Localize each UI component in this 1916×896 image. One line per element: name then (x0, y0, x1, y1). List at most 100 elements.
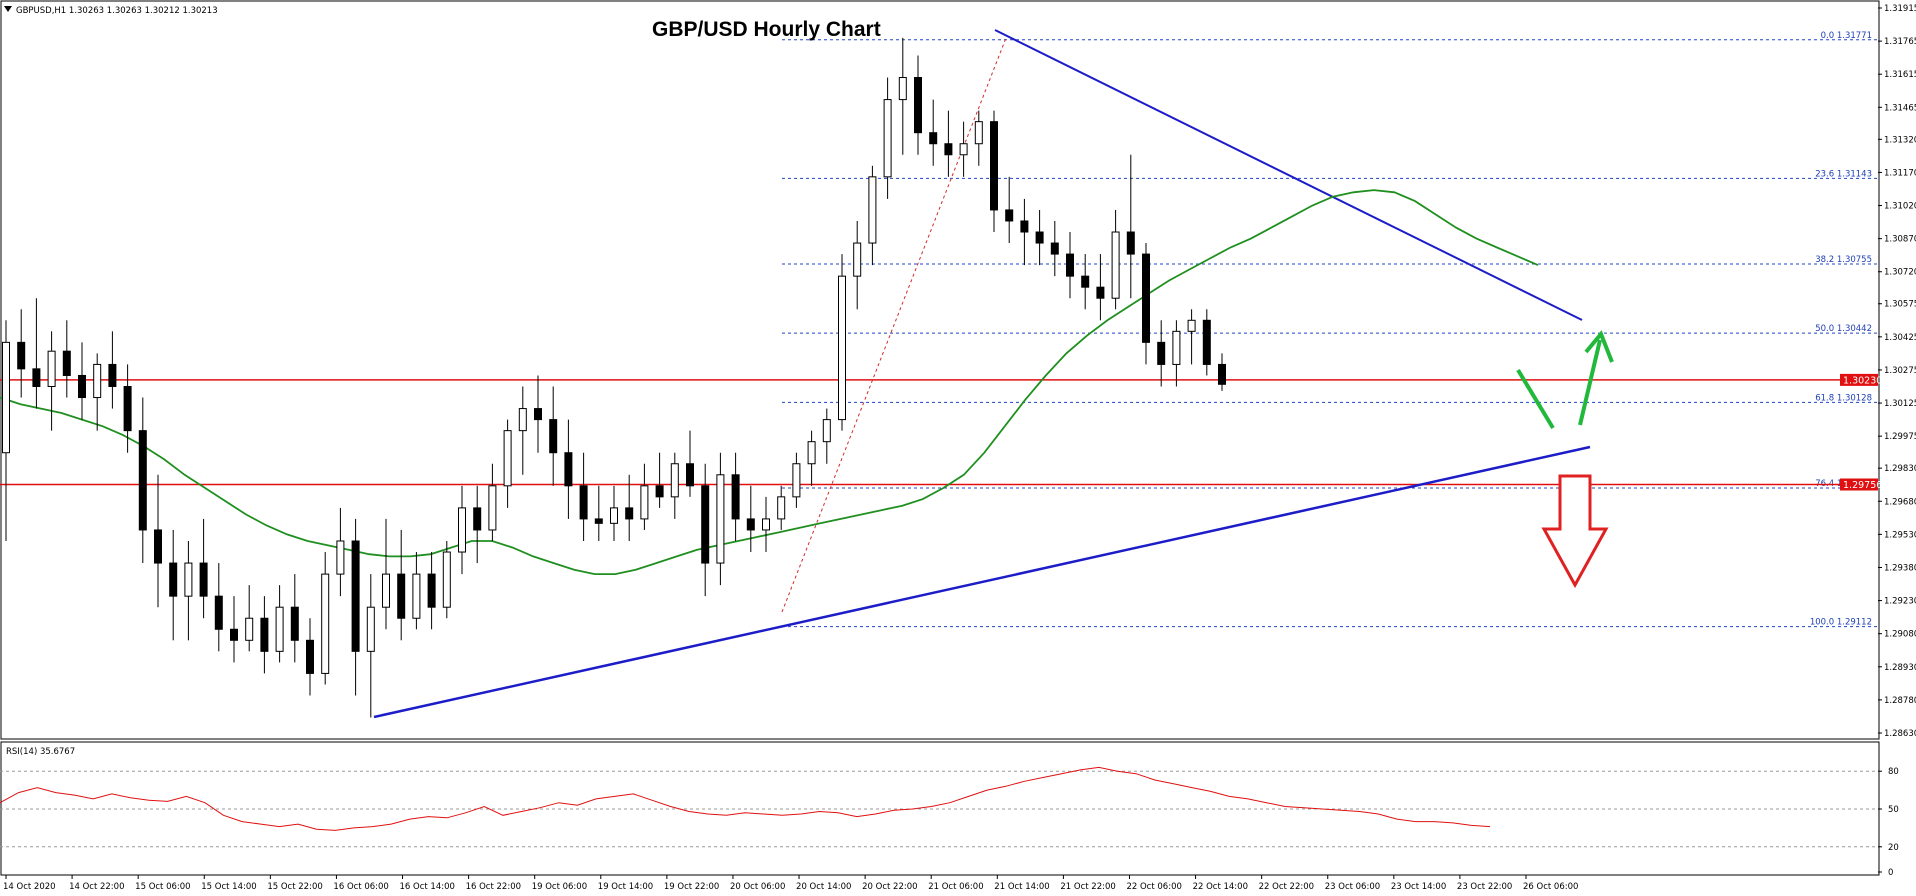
bearish-candle (549, 419, 558, 454)
bearish-candle (1035, 231, 1044, 244)
price-tick-label: 1.30275 (1884, 366, 1916, 376)
fib-level-label: 23.6 1.31143 (1815, 169, 1872, 179)
price-tick-label: 1.31915 (1884, 4, 1916, 14)
bearish-candle (701, 485, 710, 564)
fibonacci-swing-line (781, 37, 1007, 613)
price-tick-label: 1.30720 (1884, 268, 1916, 278)
time-tick-label: 21 Oct 06:00 (928, 882, 983, 892)
price-box-label: 1.29756 (1843, 480, 1882, 491)
price-box (1840, 373, 1878, 386)
bearish-candle (655, 485, 664, 498)
price-box-label: 1.30230 (1843, 375, 1882, 386)
bearish-candle (1202, 319, 1211, 365)
bearish-candle (397, 573, 406, 619)
time-tick-label: 20 Oct 06:00 (730, 882, 785, 892)
price-tick-label: 1.28630 (1884, 729, 1916, 739)
bearish-candle (1005, 209, 1014, 222)
time-tick-label: 15 Oct 06:00 (135, 882, 190, 892)
time-tick-label: 21 Oct 14:00 (994, 882, 1049, 892)
time-tick-label: 22 Oct 06:00 (1126, 882, 1181, 892)
price-tick-label: 1.30870 (1884, 235, 1916, 245)
price-tick-label: 1.29975 (1884, 432, 1916, 442)
bearish-candle (154, 529, 162, 564)
bullish-candle (336, 540, 345, 575)
fib-level-label: 38.2 1.30755 (1815, 255, 1872, 265)
descending-resistance-trendline (994, 29, 1583, 321)
bearish-candle (108, 363, 117, 388)
time-tick-label: 19 Oct 22:00 (664, 882, 719, 892)
time-tick-label: 21 Oct 22:00 (1060, 882, 1115, 892)
time-tick-label: 16 Oct 22:00 (466, 882, 521, 892)
price-tick-label: 1.30425 (1884, 333, 1916, 343)
time-tick-label: 16 Oct 06:00 (333, 882, 388, 892)
bearish-candle (1096, 286, 1105, 299)
candlesticks (2, 37, 1226, 718)
fib-level-label: 0.0 1.31771 (1821, 31, 1872, 41)
price-axis-ticks: 1.31915 1.31765 1.31615 1.31465 1.31320 1.311… (1878, 4, 1916, 739)
bearish-candle (473, 507, 482, 531)
time-tick-label: 23 Oct 06:00 (1325, 882, 1380, 892)
bullish-candle (792, 463, 801, 498)
bearish-candle (214, 595, 223, 630)
time-tick-label: 22 Oct 22:00 (1259, 882, 1314, 892)
bullish-candle (1187, 319, 1196, 332)
moving-average-line (0, 189, 1539, 575)
bullish-candle (184, 562, 193, 597)
bearish-candle (990, 121, 998, 211)
bearish-candle (625, 507, 634, 520)
bearish-candle (32, 368, 41, 388)
time-axis: 14 Oct 2020 14 Oct 22:00 15 Oct 06:00 15 Oc… (3, 875, 1578, 892)
bullish-candle (321, 573, 330, 674)
bullish-candle (640, 485, 649, 520)
time-tick-label: 15 Oct 22:00 (267, 882, 322, 892)
bearish-candle (62, 350, 71, 376)
bearish-candle (1020, 220, 1029, 233)
bullish-candle (47, 350, 56, 388)
rsi-label: RSI(14) 35.6767 (6, 747, 75, 757)
time-tick-label: 16 Oct 14:00 (400, 882, 455, 892)
bullish-candle (245, 617, 254, 641)
bearish-candle (944, 143, 953, 156)
price-tick-label: 1.31615 (1884, 70, 1916, 80)
bullish-candle (777, 496, 786, 520)
bullish-candle (458, 507, 466, 553)
bullish-candle (974, 121, 983, 145)
bearish-candle (1126, 231, 1135, 255)
time-tick-label: 19 Oct 14:00 (598, 882, 653, 892)
bearish-candle (686, 463, 694, 487)
ascending-support-trendline (373, 445, 1591, 719)
red-down-arrow (1541, 474, 1609, 589)
price-box (1840, 478, 1878, 491)
bearish-candle (123, 386, 132, 432)
fib-level-label: 100.0 1.29112 (1810, 618, 1872, 628)
rsi-indicator: 80 50 20 0 (0, 766, 1899, 878)
bearish-candle (1218, 363, 1226, 385)
bearish-candle (564, 452, 573, 487)
time-tick-label: 22 Oct 14:00 (1193, 882, 1248, 892)
price-tick-label: 1.29830 (1884, 464, 1916, 474)
green-dip-line (1516, 368, 1555, 430)
bullish-candle (442, 551, 451, 608)
bearish-candle (914, 77, 922, 134)
bullish-candle (1111, 231, 1120, 299)
bearish-candle (534, 408, 542, 421)
bullish-candle (807, 441, 816, 465)
bullish-candle (366, 606, 375, 652)
bearish-candle (1157, 341, 1166, 365)
bearish-candle (731, 474, 740, 520)
bearish-candle (351, 540, 360, 652)
time-tick-label: 14 Oct 22:00 (69, 882, 124, 892)
bullish-candle (412, 573, 421, 619)
symbol-header: GBPUSD,H1 1.30263 1.30263 1.30212 1.3021… (16, 6, 218, 16)
bearish-candle (929, 132, 938, 145)
bearish-candle (1066, 253, 1074, 277)
bullish-candle (822, 419, 831, 443)
price-tick-label: 1.29380 (1884, 563, 1916, 573)
bullish-candle (382, 573, 390, 608)
price-label-boxes: 1.30230 1.29756 (1840, 373, 1882, 491)
time-tick-label: 23 Oct 14:00 (1391, 882, 1446, 892)
bullish-candle (762, 518, 770, 531)
price-tick-label: 1.31320 (1884, 135, 1916, 145)
price-tick-label: 1.29680 (1884, 497, 1916, 507)
